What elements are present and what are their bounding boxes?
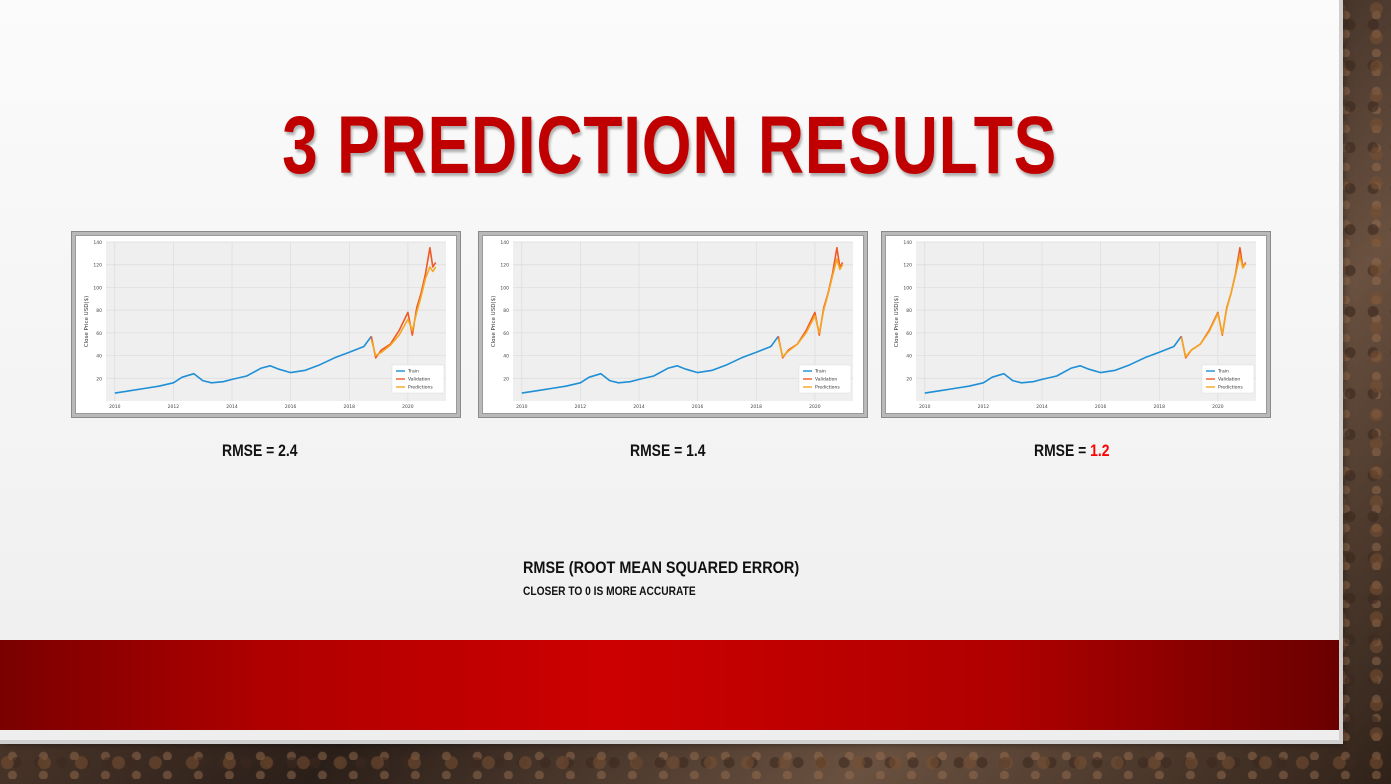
y-tick-label: 40 — [96, 354, 102, 360]
y-tick-label: 100 — [500, 285, 509, 291]
y-tick-label: 40 — [906, 354, 912, 360]
series-line-train — [521, 335, 779, 394]
y-tick-label: 80 — [906, 308, 912, 314]
y-tick-label: 60 — [96, 331, 102, 337]
footer-band — [0, 640, 1339, 730]
chart-panel-3: 20 40 60 80 100 120 140 2010 2012 2014 2016 2018 202… — [881, 231, 1271, 418]
rmse-prefix: RMSE = — [1034, 441, 1091, 460]
rmse-value: 2.4 — [278, 441, 298, 460]
y-axis-label: Close Price USD($) — [491, 296, 497, 347]
x-tick-label: 2016 — [285, 404, 297, 410]
legend-label: Predictions — [408, 385, 433, 391]
y-tick-label: 120 — [93, 263, 102, 269]
y-tick-label: 40 — [503, 354, 509, 360]
y-tick-label: 80 — [96, 308, 102, 314]
plot-area — [106, 242, 446, 401]
y-tick-label: 100 — [903, 285, 912, 291]
y-tick-label: 20 — [96, 376, 102, 382]
note-subtitle: CLOSER TO 0 IS MORE ACCURATE — [523, 584, 696, 598]
x-tick-label: 2010 — [109, 404, 121, 410]
legend-label: Train — [814, 369, 826, 375]
rmse-label-2: RMSE = 1.4 — [630, 441, 706, 461]
rmse-label-1: RMSE = 2.4 — [222, 441, 298, 461]
plot-area — [916, 242, 1256, 401]
x-tick-label: 2014 — [1036, 404, 1048, 410]
series-line-predictions — [1180, 254, 1247, 358]
rmse-value: 1.4 — [686, 441, 706, 460]
rmse-value-highlight: 1.2 — [1090, 441, 1110, 460]
y-axis-label: Close Price USD($) — [894, 296, 900, 347]
x-tick-label: 2012 — [168, 404, 180, 410]
slide: 3 PREDICTION RESULTS 20 40 60 80 100 120 140 20… — [0, 0, 1343, 744]
y-tick-label: 120 — [500, 263, 509, 269]
rmse-prefix: RMSE = — [222, 441, 279, 460]
x-tick-label: 2010 — [919, 404, 931, 410]
y-axis-label: Close Price USD($) — [84, 296, 90, 347]
plot-area — [513, 242, 853, 401]
x-tick-label: 2014 — [226, 404, 238, 410]
y-tick-label: 60 — [906, 331, 912, 337]
legend-label: Train — [1217, 369, 1229, 375]
series-line-train — [114, 335, 372, 394]
chart-1: 20 40 60 80 100 120 140 2010 2012 2014 2016 2018 202… — [84, 240, 446, 410]
legend-label: Train — [407, 369, 419, 375]
series-line-validation — [777, 246, 844, 359]
y-tick-label: 20 — [906, 376, 912, 382]
x-tick-label: 2010 — [516, 404, 528, 410]
x-tick-label: 2016 — [692, 404, 704, 410]
y-tick-label: 140 — [500, 240, 509, 246]
chart-panel-1: 20 40 60 80 100 120 140 2010 2012 2014 2016 2018 202… — [71, 231, 461, 418]
chart-panel-2: 20 40 60 80 100 120 140 2010 2012 2014 2016 2018 202… — [478, 231, 868, 418]
x-tick-label: 2020 — [809, 404, 821, 410]
series-line-validation — [370, 246, 437, 359]
x-tick-label: 2020 — [402, 404, 414, 410]
y-tick-label: 140 — [903, 240, 912, 246]
x-tick-label: 2012 — [575, 404, 587, 410]
slide-title: 3 PREDICTION RESULTS — [282, 100, 1058, 191]
legend-label: Validation — [408, 377, 430, 383]
legend-label: Predictions — [1218, 385, 1243, 391]
legend-label: Validation — [815, 377, 837, 383]
series-line-train — [924, 335, 1182, 394]
y-tick-label: 140 — [93, 240, 102, 246]
rmse-prefix: RMSE = — [630, 441, 687, 460]
legend-label: Predictions — [815, 385, 840, 391]
series-line-predictions — [777, 258, 844, 358]
y-tick-label: 60 — [503, 331, 509, 337]
legend-label: Validation — [1218, 377, 1240, 383]
chart-2: 20 40 60 80 100 120 140 2010 2012 2014 2016 2018 202… — [491, 240, 853, 410]
x-tick-label: 2014 — [633, 404, 645, 410]
x-tick-label: 2012 — [978, 404, 990, 410]
chart-3: 20 40 60 80 100 120 140 2010 2012 2014 2016 2018 202… — [894, 240, 1256, 410]
x-tick-label: 2018 — [344, 404, 356, 410]
x-tick-label: 2018 — [751, 404, 763, 410]
x-tick-label: 2016 — [1095, 404, 1107, 410]
series-line-predictions — [370, 266, 437, 357]
x-tick-label: 2020 — [1212, 404, 1224, 410]
x-tick-label: 2018 — [1154, 404, 1166, 410]
y-tick-label: 80 — [503, 308, 509, 314]
rmse-label-3: RMSE = 1.2 — [1034, 441, 1110, 461]
y-tick-label: 100 — [93, 285, 102, 291]
y-tick-label: 20 — [503, 376, 509, 382]
note-title: RMSE (ROOT MEAN SQUARED ERROR) — [523, 558, 800, 577]
y-tick-label: 120 — [903, 263, 912, 269]
